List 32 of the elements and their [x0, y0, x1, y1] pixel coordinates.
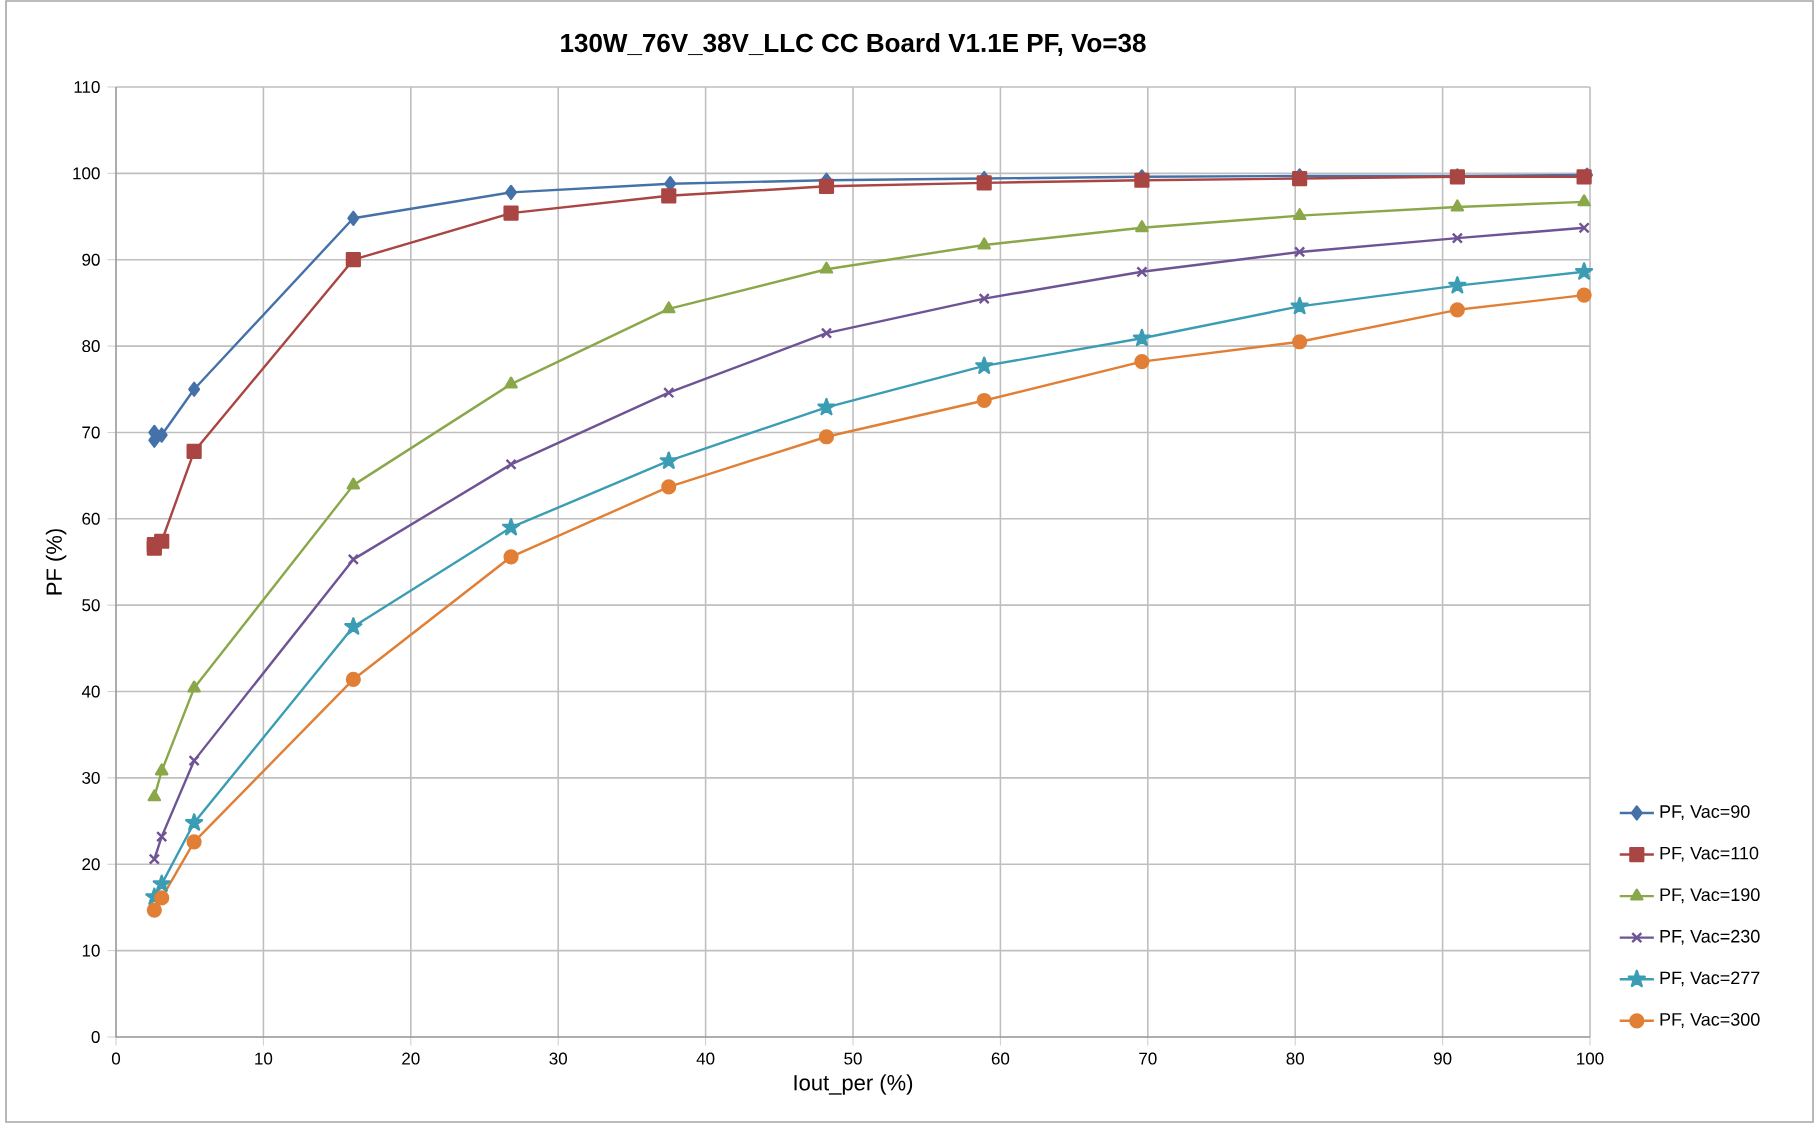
x-tick-label: 100	[1577, 1052, 1604, 1065]
x-tick-label: 50	[844, 1052, 862, 1065]
x-tick-label: 60	[991, 1052, 1010, 1065]
x-tick-label: 30	[549, 1052, 567, 1065]
y-axis-title: PF (%)	[45, 529, 67, 595]
x-tick-label: 0	[111, 1052, 121, 1065]
y-tick-label: 50	[82, 599, 100, 612]
legend-label: PF, Vac=277	[1660, 971, 1760, 987]
y-tick-label: 90	[82, 253, 100, 266]
y-tick-label: 20	[82, 858, 100, 871]
y-tick-label: 60	[82, 512, 100, 525]
legend-label: PF, Vac=300	[1660, 1013, 1760, 1028]
y-tick-label: 0	[91, 1030, 100, 1043]
y-tick-label: 100	[73, 167, 100, 180]
y-tick-label: 40	[81, 685, 100, 698]
x-tick-label: 40	[696, 1052, 715, 1065]
y-tick-label: 110	[74, 80, 100, 93]
x-tick-label: 10	[255, 1052, 273, 1065]
legend-label: PF, Vac=110	[1660, 846, 1759, 862]
y-tick-label: 30	[82, 771, 100, 784]
y-tick-label: 10	[82, 944, 100, 957]
x-tick-label: 80	[1286, 1052, 1304, 1065]
legend-label: PF, Vac=230	[1660, 929, 1760, 945]
x-axis-title: Iout_per (%)	[794, 1074, 913, 1095]
legend-label: PF, Vac=190	[1660, 888, 1760, 904]
legend-label: PF, Vac=90	[1660, 805, 1750, 821]
y-tick-label: 70	[82, 426, 100, 439]
x-tick-label: 20	[402, 1052, 420, 1065]
x-tick-label: 90	[1433, 1052, 1452, 1065]
x-tick-label: 70	[1139, 1052, 1157, 1065]
chart-title: 130W_76V_38V_LLC CC Board V1.1E PF, Vo=38	[561, 33, 1146, 56]
y-tick-label: 80	[82, 340, 100, 353]
